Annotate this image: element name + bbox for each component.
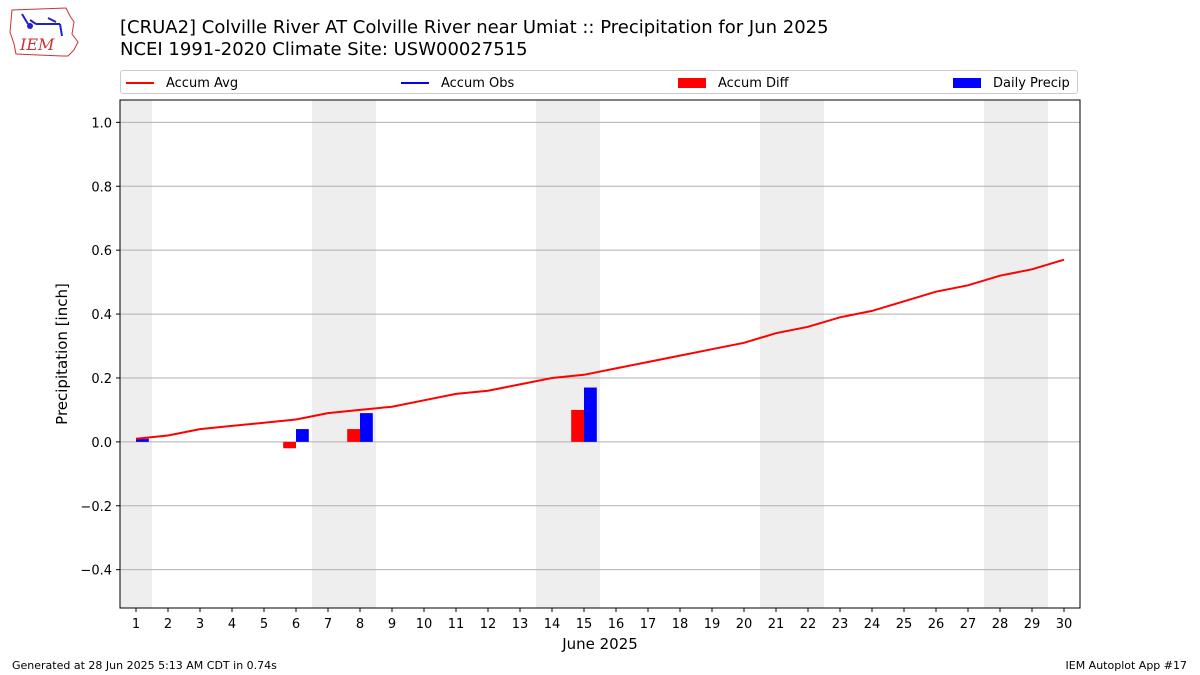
accum-diff-bar <box>571 409 584 442</box>
legend-swatch <box>953 78 981 88</box>
x-tick-label: 5 <box>260 617 268 632</box>
x-tick-label: 12 <box>480 617 497 632</box>
weekend-band <box>120 100 152 608</box>
accum-avg-line <box>135 258 1065 440</box>
legend-item-accum-obs: Accum Obs <box>401 73 514 93</box>
x-tick-label: 8 <box>356 617 364 632</box>
x-tick-label: 28 <box>992 617 1009 632</box>
x-tick-label: 15 <box>576 617 593 632</box>
x-tick-label: 13 <box>512 617 529 632</box>
daily-precip-bar <box>136 438 149 442</box>
x-tick-label: 22 <box>800 617 817 632</box>
legend-label: Accum Obs <box>441 75 515 91</box>
x-tick-label: 27 <box>960 617 977 632</box>
x-tick-label: 11 <box>448 617 465 632</box>
legend-item-accum-avg: Accum Avg <box>126 73 238 93</box>
x-tick-label: 1 <box>132 617 140 632</box>
x-tick-label: 6 <box>292 617 300 632</box>
legend-swatch <box>126 82 154 84</box>
plot-frame <box>119 99 1081 609</box>
iem-logo: IEM <box>8 6 80 60</box>
weekend-band <box>536 100 600 608</box>
y-tick-label: 1.0 <box>91 116 112 131</box>
x-tick-label: 3 <box>196 617 204 632</box>
y-tick-label: 0.4 <box>91 308 112 323</box>
legend-label: Daily Precip <box>993 75 1070 91</box>
weekend-band <box>984 100 1048 608</box>
daily-precip-bar <box>296 429 309 442</box>
x-tick-label: 19 <box>704 617 721 632</box>
x-tick-label: 7 <box>324 617 332 632</box>
footer-app: IEM Autoplot App #17 <box>1065 659 1188 672</box>
legend: Accum Avg Accum Obs Accum Diff Daily Pre… <box>120 70 1078 94</box>
y-tick-label: −0.2 <box>80 500 112 515</box>
y-tick-label: 0.2 <box>91 372 112 387</box>
x-tick-label: 29 <box>1024 617 1041 632</box>
weekend-band <box>312 100 376 608</box>
legend-label: Accum Diff <box>718 75 789 91</box>
y-tick-label: −0.4 <box>80 564 112 579</box>
iem-logo-text: IEM <box>19 35 55 54</box>
y-axis-label: Precipitation [inch] <box>53 283 71 425</box>
x-tick-label: 4 <box>228 617 236 632</box>
y-tick-label: 0.0 <box>91 436 112 451</box>
x-tick-label: 2 <box>164 617 172 632</box>
weekend-band <box>760 100 824 608</box>
x-tick-label: 9 <box>388 617 396 632</box>
legend-swatch <box>401 82 429 84</box>
x-tick-label: 16 <box>608 617 625 632</box>
legend-item-daily-precip: Daily Precip <box>953 73 1070 93</box>
daily-precip-bar <box>360 413 373 442</box>
x-tick-label: 10 <box>416 617 433 632</box>
x-tick-label: 25 <box>896 617 913 632</box>
x-tick-label: 21 <box>768 617 785 632</box>
x-tick-label: 17 <box>640 617 657 632</box>
legend-item-accum-diff: Accum Diff <box>678 73 789 93</box>
x-tick-label: 26 <box>928 617 945 632</box>
x-tick-label: 30 <box>1056 617 1073 632</box>
daily-precip-bar <box>584 387 597 442</box>
footer-generated: Generated at 28 Jun 2025 5:13 AM CDT in … <box>12 659 277 672</box>
x-tick-label: 14 <box>544 617 561 632</box>
x-axis-label: June 2025 <box>561 635 638 653</box>
x-tick-label: 24 <box>864 617 881 632</box>
legend-label: Accum Avg <box>166 75 239 91</box>
x-tick-label: 18 <box>672 617 689 632</box>
x-tick-label: 23 <box>832 617 849 632</box>
y-tick-label: 0.8 <box>91 180 112 195</box>
chart-subtitle: NCEI 1991-2020 Climate Site: USW00027515 <box>120 39 528 60</box>
y-tick-label: 0.6 <box>91 244 112 259</box>
x-tick-label: 20 <box>736 617 753 632</box>
accum-diff-bar <box>347 429 360 442</box>
chart-title: [CRUA2] Colville River AT Colville River… <box>120 17 829 38</box>
legend-swatch <box>678 78 706 88</box>
accum-diff-bar <box>283 441 296 449</box>
